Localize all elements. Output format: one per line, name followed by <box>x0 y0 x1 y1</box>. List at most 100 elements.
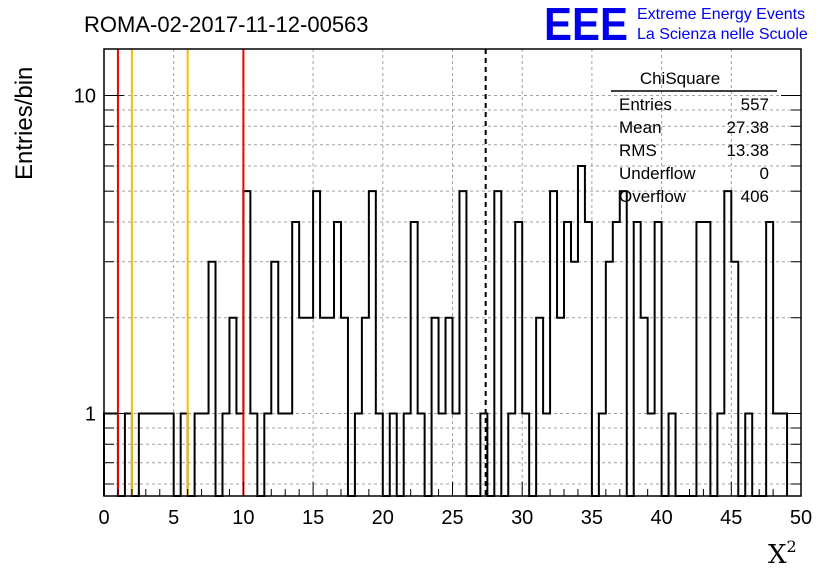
stats-value-entries: 557 <box>741 95 769 114</box>
histogram-bin <box>243 191 250 496</box>
histogram-bin <box>404 413 411 496</box>
histogram-bin <box>320 318 327 496</box>
stats-value-underflow: 0 <box>760 164 769 183</box>
histogram-bin <box>703 222 710 496</box>
stats-label-mean: Mean <box>619 118 662 137</box>
y-tick-label: 1 <box>85 403 96 425</box>
reference-lines <box>116 49 487 496</box>
x-tick-label: 20 <box>372 507 394 529</box>
histogram-bin <box>585 222 592 496</box>
histogram-bin <box>669 413 676 496</box>
histogram-bin <box>390 413 397 496</box>
logo-line-1: Extreme Energy Events <box>637 6 805 23</box>
x-axis-label-base: X <box>768 540 787 570</box>
histogram-bin <box>195 413 202 496</box>
histogram-bin <box>327 318 334 496</box>
histogram-bin <box>418 413 425 496</box>
histogram-bin <box>264 413 271 496</box>
histogram-bin <box>453 413 460 496</box>
histogram-bin <box>766 222 773 496</box>
x-tick-label: 5 <box>168 507 179 529</box>
histogram-bin <box>334 222 341 496</box>
histogram-bin <box>439 413 446 496</box>
histogram-bin <box>606 262 613 496</box>
x-tick-label: 15 <box>302 507 324 529</box>
histogram-bin <box>271 262 278 496</box>
histogram-bin <box>299 318 306 496</box>
histogram-bin <box>564 222 571 496</box>
histogram-bin <box>306 318 313 496</box>
histogram-bin <box>620 191 627 496</box>
histogram-bin <box>515 222 522 496</box>
x-tick-label: 35 <box>581 507 603 529</box>
histogram-bin <box>229 318 236 496</box>
x-tick-label: 30 <box>511 507 533 529</box>
stats-value-overflow: 406 <box>741 187 769 206</box>
stats-box: ChiSquare Entries 557 Mean 27.38 RMS 13.… <box>611 69 777 206</box>
histogram-bars <box>103 165 789 497</box>
x-tick-label: 10 <box>232 507 254 529</box>
histogram-bin <box>724 191 731 496</box>
histogram-bin <box>362 318 369 496</box>
histogram-bin <box>648 413 655 496</box>
x-tick-label: 40 <box>650 507 672 529</box>
stats-label-underflow: Underflow <box>619 164 696 183</box>
axes <box>103 48 802 497</box>
histogram-bin <box>341 318 348 496</box>
histogram-bin <box>494 191 501 496</box>
histogram-bin <box>153 413 160 496</box>
stats-value-mean: 27.38 <box>726 118 769 137</box>
histogram-bin <box>634 222 641 496</box>
stats-value-rms: 13.38 <box>726 141 769 160</box>
x-tick-label: 25 <box>441 507 463 529</box>
histogram-bin <box>278 413 285 496</box>
chart-title: ROMA-02-2017-11-12-00563 <box>84 12 369 37</box>
y-tick-labels: 1 10 <box>74 85 96 425</box>
stats-title: ChiSquare <box>640 69 720 88</box>
histogram-bin <box>202 413 209 496</box>
histogram-bin <box>285 413 292 496</box>
histogram-bin <box>780 413 787 496</box>
histogram-bin <box>355 413 362 496</box>
histogram-bin <box>578 166 585 496</box>
stats-label-entries: Entries <box>619 95 672 114</box>
histogram-bin <box>125 413 132 496</box>
histogram-bin <box>432 318 439 496</box>
histogram-bin <box>181 413 188 496</box>
histogram-bin <box>313 191 320 496</box>
histogram-bin <box>292 222 299 496</box>
histogram-bin <box>550 191 557 496</box>
histogram-bin <box>696 222 703 496</box>
histogram-bin <box>446 318 453 496</box>
stats-label-rms: RMS <box>619 141 657 160</box>
histogram-bin <box>160 413 167 496</box>
histogram-bin <box>411 222 418 496</box>
histogram-bin <box>557 318 564 496</box>
x-axis-label-superscript: 2 <box>787 537 797 556</box>
x-tick-label: 45 <box>720 507 742 529</box>
histogram-bin <box>459 191 466 496</box>
x-axis-label: X2 <box>768 537 797 570</box>
histogram-bin <box>146 413 153 496</box>
histogram-bin <box>250 413 257 496</box>
histogram-bin <box>508 413 515 496</box>
x-tick-label: 50 <box>790 507 812 529</box>
eee-logo: EEE Extreme Energy Events La Scienza nel… <box>544 0 808 50</box>
histogram-bin <box>522 413 529 496</box>
histogram-bin <box>613 222 620 496</box>
histogram-bin <box>745 413 752 496</box>
histogram-bin <box>236 413 243 496</box>
histogram-bin <box>773 413 780 496</box>
x-tick-label: 0 <box>98 507 109 529</box>
histogram-bin <box>222 413 229 496</box>
stats-label-overflow: Overflow <box>619 187 687 206</box>
histogram-bin <box>717 413 724 496</box>
histogram-bin <box>571 262 578 496</box>
histogram-bin <box>655 222 662 496</box>
logo-line-2: La Scienza nelle Scuole <box>637 26 808 43</box>
x-tick-labels: 0 5 10 15 20 25 30 35 40 45 50 <box>98 507 812 529</box>
histogram-bin <box>369 191 376 496</box>
histogram-bin <box>167 413 174 496</box>
histogram-bin <box>543 413 550 496</box>
